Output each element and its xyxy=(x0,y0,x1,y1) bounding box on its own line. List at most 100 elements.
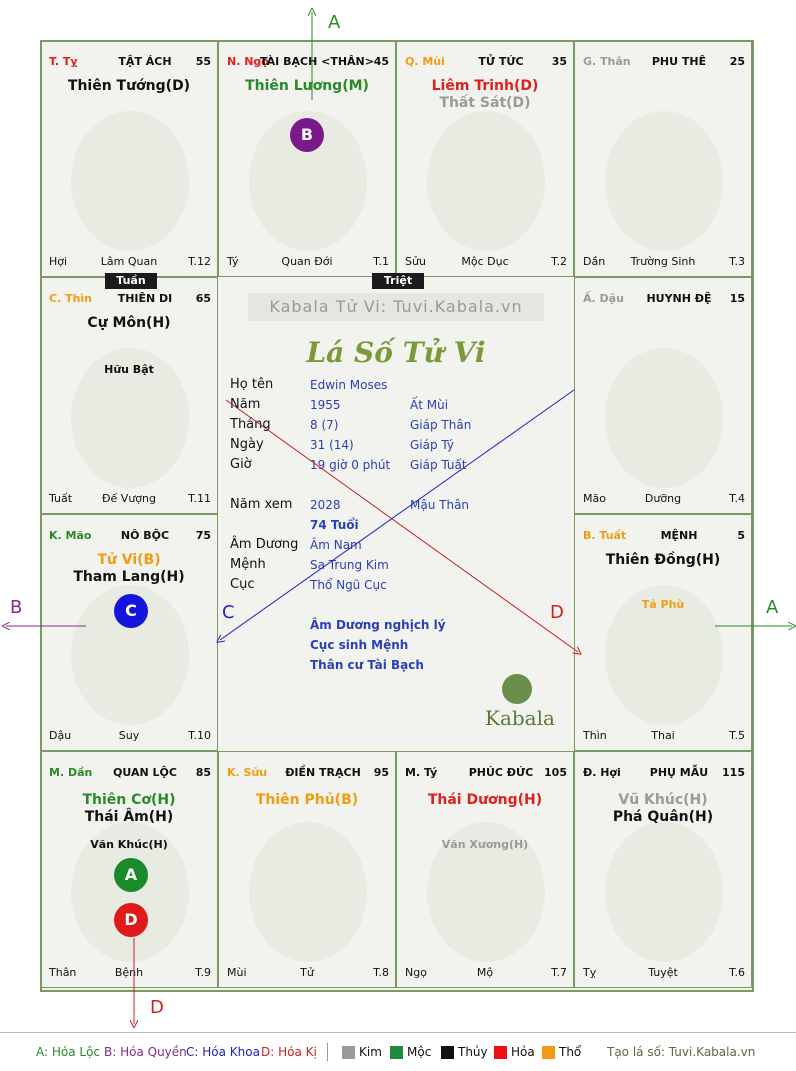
rooster-icon xyxy=(605,348,723,488)
foot-center: Lâm Quan xyxy=(100,255,158,268)
minor-star: Văn Xương(H) xyxy=(441,838,529,851)
can-label: N. Ngọ xyxy=(227,55,269,68)
swatch-thuy xyxy=(441,1046,454,1059)
legend-hoa: Hỏa xyxy=(511,1045,535,1059)
legend-hoa-ki: D: Hóa Kị xyxy=(261,1045,317,1059)
foot-left: Tý xyxy=(227,255,239,268)
house-number: 55 xyxy=(195,55,211,68)
diag-c-label: C xyxy=(222,602,235,623)
house-number: 35 xyxy=(551,55,567,68)
dragon-icon xyxy=(71,348,189,488)
cell-thin[interactable]: C. Thìn THIÊN DI 65 Cự Môn(H) Hữu Bật Tu… xyxy=(40,277,218,514)
legend-moc: Mộc xyxy=(407,1045,432,1059)
house-name: QUAN LỘC xyxy=(113,766,177,779)
major-star: Phá Quân(H) xyxy=(612,809,714,825)
can-label: M. Dần xyxy=(49,766,93,779)
value-day-can: Giáp Tý xyxy=(410,438,454,452)
kabala-logo-icon xyxy=(502,674,532,704)
foot-center: Đế Vượng xyxy=(102,492,156,505)
label-menh: Mệnh xyxy=(230,557,266,572)
value-age: 74 Tuổi xyxy=(310,518,359,532)
cell-mui[interactable]: Q. Mùi TỬ TỨC 35 Liêm Trinh(D) Thất Sát(… xyxy=(396,40,574,277)
cell-tyy[interactable]: M. Tý PHÚC ĐỨC 105 Thái Dương(H) Văn Xươ… xyxy=(396,751,574,988)
house-name: ĐIỀN TRẠCH xyxy=(285,766,361,779)
cell-than[interactable]: G. Thân PHU THÊ 25 Dần Trường Sinh T.3 xyxy=(574,40,752,277)
house-name: TẬT ÁCH xyxy=(118,55,172,68)
can-label: Đ. Hợi xyxy=(583,766,621,779)
major-star: Thái Dương(H) xyxy=(427,792,543,808)
house-number: 75 xyxy=(195,529,211,542)
pig-icon xyxy=(605,822,723,962)
can-label: C. Thìn xyxy=(49,292,93,305)
major-star: Thiên Đồng(H) xyxy=(605,552,721,568)
value-hour-can: Giáp Tuất xyxy=(410,458,467,472)
note-2: Cục sinh Mệnh xyxy=(310,638,409,652)
foot-center: Bệnh xyxy=(114,966,144,979)
note-3: Thân cư Tài Bạch xyxy=(310,658,424,672)
foot-center: Trường Sinh xyxy=(630,255,696,268)
cell-tuat[interactable]: B. Tuất MỆNH 5 Thiên Đồng(H) Tả Phù Thìn… xyxy=(574,514,752,751)
house-number: 85 xyxy=(195,766,211,779)
cell-dan[interactable]: M. Dần QUAN LỘC 85 Thiên Cơ(H) Thái Âm(H… xyxy=(40,751,218,988)
can-label: M. Tý xyxy=(405,766,438,779)
note-1: Âm Dương nghịch lý xyxy=(310,618,446,632)
legend-hoa-khoa: C: Hóa Khoa xyxy=(186,1045,260,1059)
monkey-icon xyxy=(605,111,723,251)
cell-dau[interactable]: Ấ. Dậu HUYNH ĐỆ 15 Mão Dưỡng T.4 xyxy=(574,277,752,514)
foot-center: Dưỡng xyxy=(644,492,682,505)
chart-title: Lá Số Tử Vi xyxy=(306,336,486,369)
foot-right: T.8 xyxy=(373,966,389,979)
foot-right: T.3 xyxy=(729,255,745,268)
goat-icon xyxy=(427,111,545,251)
major-star: Thiên Cơ(H) xyxy=(82,792,176,808)
badge-b: B xyxy=(290,118,324,152)
foot-center: Mộ xyxy=(476,966,494,979)
label-day: Ngày xyxy=(230,437,264,452)
major-star: Tham Lang(H) xyxy=(73,569,185,585)
diag-c xyxy=(220,389,575,640)
swatch-moc xyxy=(390,1046,403,1059)
major-star: Thiên Tướng(D) xyxy=(67,78,191,94)
house-name: NÔ BỘC xyxy=(120,529,170,542)
foot-left: Thân xyxy=(49,966,77,979)
can-label: K. Sửu xyxy=(227,766,268,779)
value-month-can: Giáp Thân xyxy=(410,418,472,432)
cell-hoi[interactable]: Đ. Hợi PHỤ MẪU 115 Vũ Khúc(H) Phá Quân(H… xyxy=(574,751,752,988)
foot-center: Thai xyxy=(651,729,675,742)
major-star: Thiên Phủ(B) xyxy=(255,792,359,808)
house-number: 5 xyxy=(737,529,745,542)
foot-left: Ngọ xyxy=(405,966,427,979)
value-cuc: Thổ Ngũ Cục xyxy=(310,578,387,592)
foot-right: T.4 xyxy=(729,492,745,505)
house-name: PHỤ MẪU xyxy=(649,766,709,779)
house-number: 115 xyxy=(722,766,745,779)
value-name: Edwin Moses xyxy=(310,378,388,392)
swatch-kim xyxy=(342,1046,355,1059)
house-name: PHÚC ĐỨC xyxy=(468,766,534,779)
foot-right: T.9 xyxy=(195,966,211,979)
foot-left: Hợi xyxy=(49,255,68,268)
brand-name: Kabala xyxy=(485,706,555,730)
value-view-year-can: Mậu Thân xyxy=(410,498,470,512)
can-label: T. Tỵ xyxy=(49,55,78,68)
minor-star: Tả Phù xyxy=(641,598,685,611)
foot-left: Mão xyxy=(583,492,606,505)
legend-divider xyxy=(327,1043,328,1061)
cell-suu[interactable]: K. Sửu ĐIỀN TRẠCH 95 Thiên Phủ(B) Mùi Tử… xyxy=(218,751,396,988)
arrow-a-top-label: A xyxy=(328,12,341,33)
snake-icon xyxy=(71,111,189,251)
foot-right: T.1 xyxy=(373,255,389,268)
foot-left: Tuất xyxy=(49,492,73,505)
major-star: Thái Âm(H) xyxy=(84,809,174,825)
site-link[interactable]: Tạo lá số: Tuvi.Kabala.vn xyxy=(607,1045,756,1059)
house-number: 15 xyxy=(729,292,745,305)
value-month: 8 (7) xyxy=(310,418,339,432)
foot-center: Suy xyxy=(118,729,140,742)
badge-d: D xyxy=(114,903,148,937)
tuan-tag: Tuần xyxy=(105,273,157,289)
house-name: TÀI BẠCH <THÂN> xyxy=(260,55,374,68)
can-label: Q. Mùi xyxy=(405,55,445,68)
foot-left: Thìn xyxy=(583,729,607,742)
arrow-a-right-label: A xyxy=(766,597,779,618)
